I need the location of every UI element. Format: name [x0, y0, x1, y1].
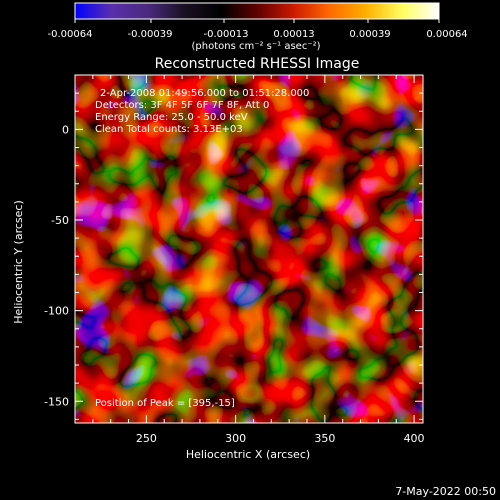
peak-position-label: Position of Peak = [395,-15] — [95, 398, 235, 409]
image-panel — [74, 74, 424, 424]
x-axis: 250 300 350 400 — [74, 75, 425, 445]
colorbar — [74, 2, 440, 20]
x-tick-label: 300 — [225, 432, 246, 445]
colorbar-tick-4: 0.00039 — [349, 29, 390, 40]
colorbar-tick-1: -0.00039 — [128, 29, 173, 40]
colorbar-tick-2: -0.00013 — [204, 29, 249, 40]
colorbar-tick-0: -0.00064 — [48, 29, 93, 40]
timestamp: 7-May-2022 00:50 — [395, 485, 496, 498]
colorbar-tick-3: 0.00013 — [273, 29, 314, 40]
y-tick-label: -100 — [44, 305, 69, 318]
info-clean-counts: Clean Total counts: 3.13E+03 — [95, 124, 243, 135]
image-title: Reconstructed RHESSI Image — [155, 56, 360, 72]
colorbar-unit-label: (photons cm⁻² s⁻¹ asec⁻²) — [191, 41, 320, 52]
y-axis-label: Heliocentric Y (arcsec) — [12, 200, 25, 324]
colorbar-tick-5: 0.00064 — [426, 29, 467, 40]
y-tick-label: 0 — [62, 123, 69, 136]
x-tick-label: 350 — [314, 432, 335, 445]
x-tick-label: 250 — [136, 432, 157, 445]
info-detectors: Detectors: 3F 4F 5F 6F 7F 8F, Att 0 — [95, 100, 270, 111]
info-time-range: 2-Apr-2008 01:49:56.000 to 01:51:28.000 — [100, 88, 310, 99]
x-axis-label: Heliocentric X (arcsec) — [186, 448, 310, 461]
y-tick-label: -150 — [44, 395, 69, 408]
x-tick-label: 400 — [404, 432, 425, 445]
y-tick-label: -50 — [51, 214, 69, 227]
info-energy-range: Energy Range: 25.0 - 50.0 keV — [95, 112, 248, 123]
y-axis: 0 -50 -100 -150 — [44, 74, 423, 420]
colorbar-ticks — [74, 19, 440, 23]
